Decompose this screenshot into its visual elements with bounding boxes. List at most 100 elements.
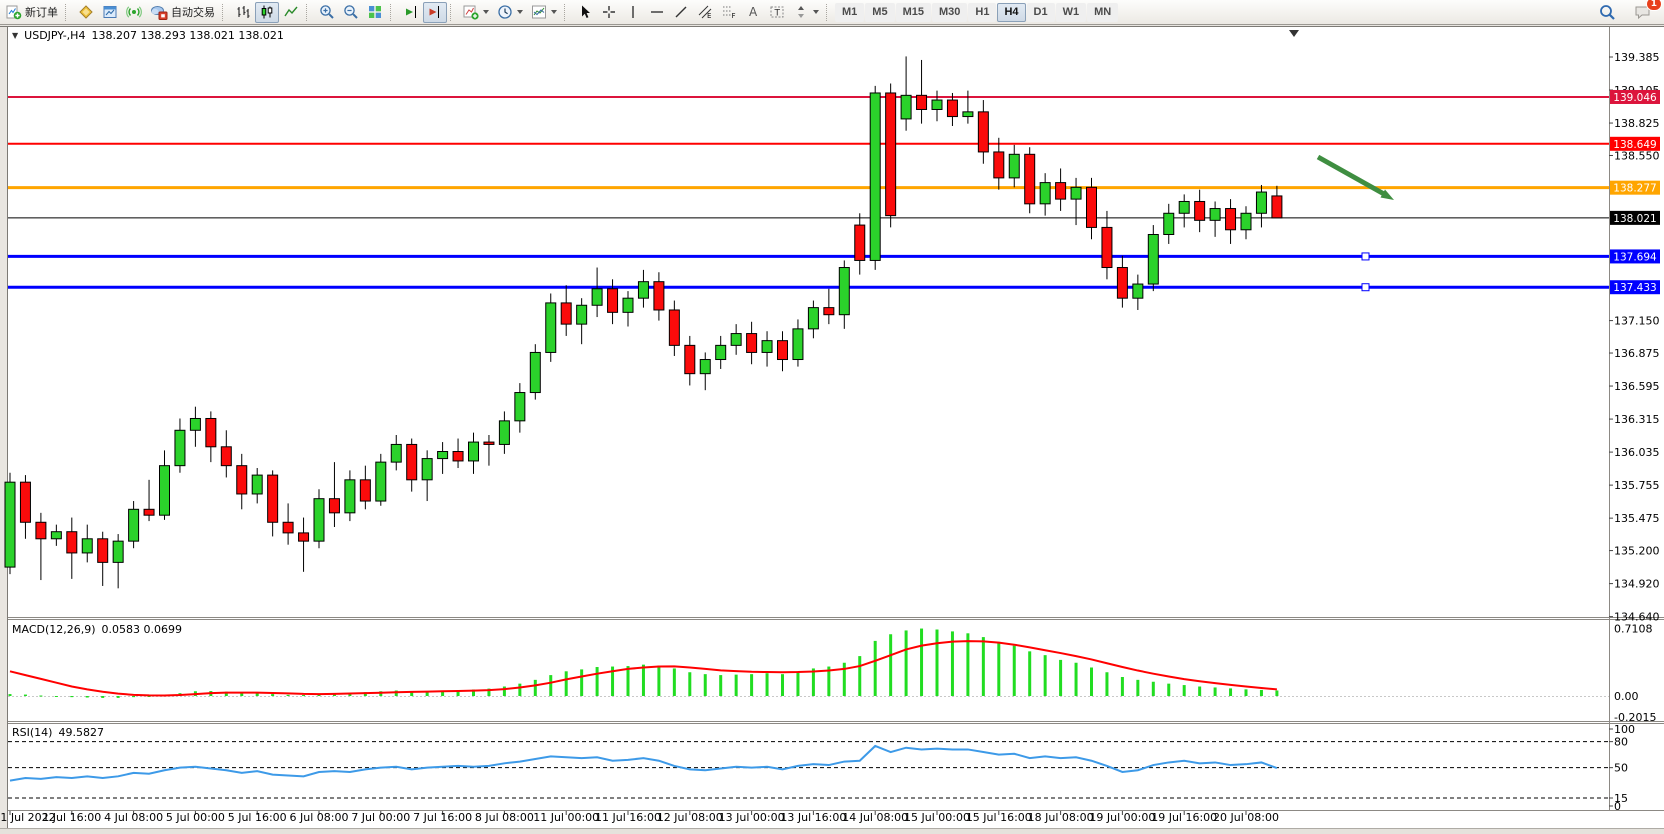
zoom-out-button[interactable] bbox=[339, 2, 363, 23]
price-tick-label: 139.385 bbox=[1614, 51, 1660, 64]
candle-body bbox=[1240, 212, 1252, 231]
signals-button[interactable] bbox=[122, 2, 146, 23]
tile-windows-button[interactable] bbox=[363, 2, 387, 23]
chart-shift-button[interactable] bbox=[423, 1, 447, 23]
text-tool-button[interactable]: A bbox=[741, 2, 765, 23]
chat-button[interactable]: 1 bbox=[1630, 0, 1662, 23]
price-level-badge bbox=[1610, 89, 1660, 104]
chart-shift-marker-icon[interactable] bbox=[1289, 30, 1299, 37]
market-watch-button[interactable] bbox=[74, 2, 98, 23]
macd-histogram-bar bbox=[147, 696, 151, 697]
candle-body bbox=[174, 429, 186, 467]
macd-histogram-bar bbox=[518, 683, 522, 696]
candle-body bbox=[437, 451, 449, 460]
macd-histogram-bar bbox=[734, 674, 738, 696]
status-strip bbox=[0, 828, 1664, 834]
ohlc-bars-icon bbox=[237, 6, 250, 18]
arrows-tool-button[interactable] bbox=[789, 2, 823, 23]
toolbar-separator bbox=[564, 3, 569, 21]
new-order-button[interactable]: 新订单 bbox=[2, 2, 62, 23]
macd-histogram-bar bbox=[425, 691, 429, 696]
timeframe-button-d1[interactable]: D1 bbox=[1026, 2, 1055, 22]
price-tick-label: 136.875 bbox=[1614, 347, 1660, 360]
crosshair-tool-button[interactable] bbox=[597, 2, 621, 23]
candle-body bbox=[328, 498, 340, 514]
macd-histogram-bar bbox=[981, 637, 985, 696]
fibonacci-tool-button[interactable]: F bbox=[717, 2, 741, 23]
candle-body bbox=[19, 481, 31, 523]
macd-histogram-bar bbox=[85, 696, 89, 698]
macd-histogram-bar bbox=[502, 686, 506, 696]
candle-body bbox=[1178, 200, 1190, 214]
timeframe-button-h1[interactable]: H1 bbox=[968, 2, 997, 22]
candle-body bbox=[50, 531, 62, 540]
candle-body bbox=[483, 441, 495, 445]
macd-histogram-bar bbox=[626, 666, 630, 696]
time-axis-label: 5 Jul 16:00 bbox=[228, 811, 287, 824]
macd-histogram-bar bbox=[641, 664, 645, 696]
bar-chart-mode-button[interactable] bbox=[231, 2, 255, 23]
level-drag-handle[interactable] bbox=[1361, 283, 1370, 292]
periods-button[interactable] bbox=[493, 2, 527, 23]
macd-axis-label: 0.7108 bbox=[1614, 622, 1653, 635]
candle-body bbox=[143, 508, 155, 516]
quick-trade-expand-icon[interactable]: ▼ bbox=[12, 31, 19, 40]
candle-body bbox=[1255, 191, 1267, 214]
candlestick-icon bbox=[261, 5, 273, 19]
data-window-button[interactable] bbox=[98, 2, 122, 23]
macd-histogram-bar bbox=[317, 694, 321, 696]
candle-body bbox=[1039, 182, 1051, 205]
candle-body bbox=[1055, 182, 1067, 200]
zoom-in-button[interactable] bbox=[315, 2, 339, 23]
indicators-button[interactable] bbox=[459, 2, 493, 23]
chart-title: ▼ USDJPY-,H4 138.207 138.293 138.021 138.0… bbox=[12, 29, 284, 42]
macd-histogram-bar bbox=[132, 696, 136, 698]
level-drag-handle[interactable] bbox=[1361, 252, 1370, 261]
trend-arrow-annotation[interactable] bbox=[1316, 154, 1386, 197]
timeframe-button-m1[interactable]: M1 bbox=[835, 2, 865, 22]
vertical-line-tool-button[interactable] bbox=[621, 2, 645, 23]
timeframe-button-w1[interactable]: W1 bbox=[1055, 2, 1087, 22]
candle-body bbox=[1116, 267, 1128, 299]
search-button[interactable] bbox=[1595, 2, 1620, 23]
timeframe-button-mn[interactable]: MN bbox=[1087, 2, 1119, 22]
autotrading-button[interactable]: 自动交易 bbox=[146, 2, 219, 23]
chat-unread-badge: 1 bbox=[1645, 0, 1662, 11]
macd-histogram-bar bbox=[796, 671, 800, 696]
price-tick-label: 135.475 bbox=[1614, 512, 1660, 525]
auto-scroll-button[interactable] bbox=[399, 2, 423, 23]
channel-tool-button[interactable]: E bbox=[693, 2, 717, 23]
price-tick-label: 134.920 bbox=[1614, 578, 1660, 591]
templates-button[interactable] bbox=[527, 2, 561, 23]
timeframe-button-m30[interactable]: M30 bbox=[931, 2, 968, 22]
candle-body bbox=[1194, 200, 1206, 221]
candle-body bbox=[622, 297, 634, 313]
chart-surface[interactable] bbox=[8, 27, 1664, 828]
price-tick-label: 135.200 bbox=[1614, 545, 1660, 558]
horizontal-line-tool-button[interactable] bbox=[645, 2, 669, 23]
toolbar-separator bbox=[450, 3, 455, 21]
timeframe-button-m15[interactable]: M15 bbox=[895, 2, 931, 22]
candle-body bbox=[189, 417, 201, 431]
candle-body bbox=[1132, 283, 1144, 299]
macd-histogram-bar bbox=[997, 641, 1001, 696]
macd-histogram-bar bbox=[70, 696, 74, 698]
timeframe-button-h4[interactable]: H4 bbox=[997, 2, 1026, 22]
candlestick-mode-button[interactable] bbox=[255, 1, 279, 23]
macd-histogram-bar bbox=[441, 690, 445, 696]
text-label-tool-button[interactable]: T bbox=[765, 2, 789, 23]
cursor-tool-button[interactable] bbox=[573, 2, 597, 23]
macd-histogram-bar bbox=[1043, 655, 1047, 696]
timeframe-button-m5[interactable]: M5 bbox=[865, 2, 895, 22]
line-chart-mode-button[interactable] bbox=[279, 2, 303, 23]
macd-histogram-bar bbox=[781, 674, 784, 696]
signal-icon bbox=[126, 6, 142, 18]
svg-text:T: T bbox=[774, 9, 781, 19]
trendline-tool-button[interactable] bbox=[669, 2, 693, 23]
candle-body bbox=[777, 340, 788, 361]
zoom-in-icon bbox=[320, 5, 334, 19]
macd-histogram-bar bbox=[1059, 659, 1063, 696]
candle-body bbox=[97, 538, 109, 563]
